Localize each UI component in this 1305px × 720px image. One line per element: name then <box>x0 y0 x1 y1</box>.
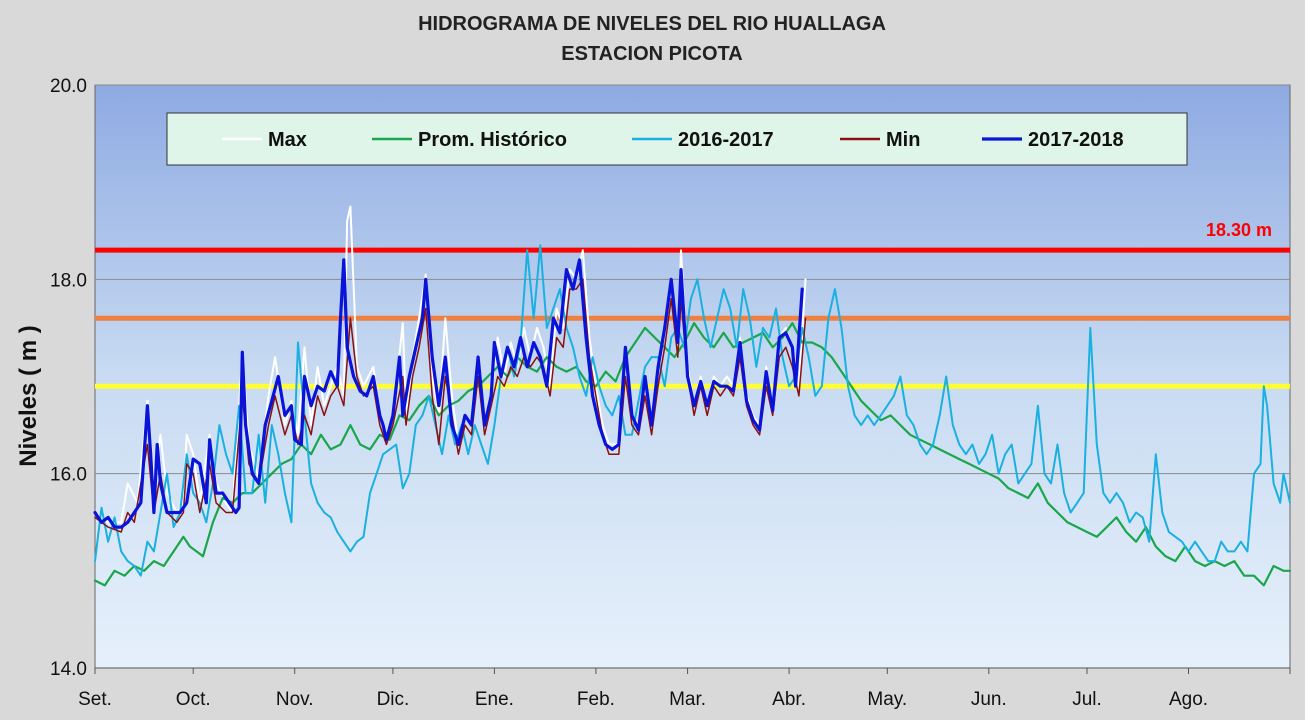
x-tick-label: Ago. <box>1169 689 1208 710</box>
x-tick-label: Abr. <box>772 689 806 710</box>
x-tick-label: Dic. <box>377 689 410 710</box>
legend-label: 2016-2017 <box>678 129 774 151</box>
y-tick-label: 18.0 <box>50 270 87 291</box>
legend-label: Min <box>886 129 920 151</box>
series-line <box>93 258 804 529</box>
series-line <box>93 322 1292 587</box>
threshold-label: 18.30 m <box>1206 220 1272 240</box>
chart-title: HIDROGRAMA DE NIVELES DEL RIO HUALLAGA <box>418 13 886 35</box>
legend: Max Prom. Histórico 2016-2017 Min 2017-2018 <box>166 112 1188 166</box>
axes: 14.0 16.0 18.0 20.0 Set. Oct. Nov. Dic. Ene. Feb.… <box>50 76 1291 710</box>
x-tick-label: Mar. <box>669 689 706 710</box>
threshold-lines: 18.30 m <box>95 220 1290 389</box>
y-tick-label: 20.0 <box>50 76 87 97</box>
legend-label: 2017-2018 <box>1028 129 1124 151</box>
y-tick-label: 16.0 <box>50 465 87 486</box>
chart-subtitle: ESTACION PICOTA <box>561 43 742 65</box>
x-tick-label: Ene. <box>475 689 514 710</box>
x-tick-label: May. <box>867 689 907 710</box>
series-lines <box>93 205 1292 587</box>
y-tick-label: 14.0 <box>50 659 87 680</box>
series-line <box>94 278 807 533</box>
x-tick-label: Set. <box>78 689 112 710</box>
y-axis-label: Niveles ( m ) <box>15 325 42 466</box>
x-tick-label: Nov. <box>276 689 314 710</box>
series-line <box>94 244 1291 577</box>
x-tick-label: Oct. <box>176 689 211 710</box>
x-tick-label: Feb. <box>577 689 615 710</box>
plot-area <box>94 84 1291 669</box>
x-tick-label: Jul. <box>1072 689 1102 710</box>
x-tick-label: Jun. <box>971 689 1007 710</box>
legend-label: Prom. Histórico <box>418 129 567 151</box>
legend-label: Max <box>268 129 307 151</box>
